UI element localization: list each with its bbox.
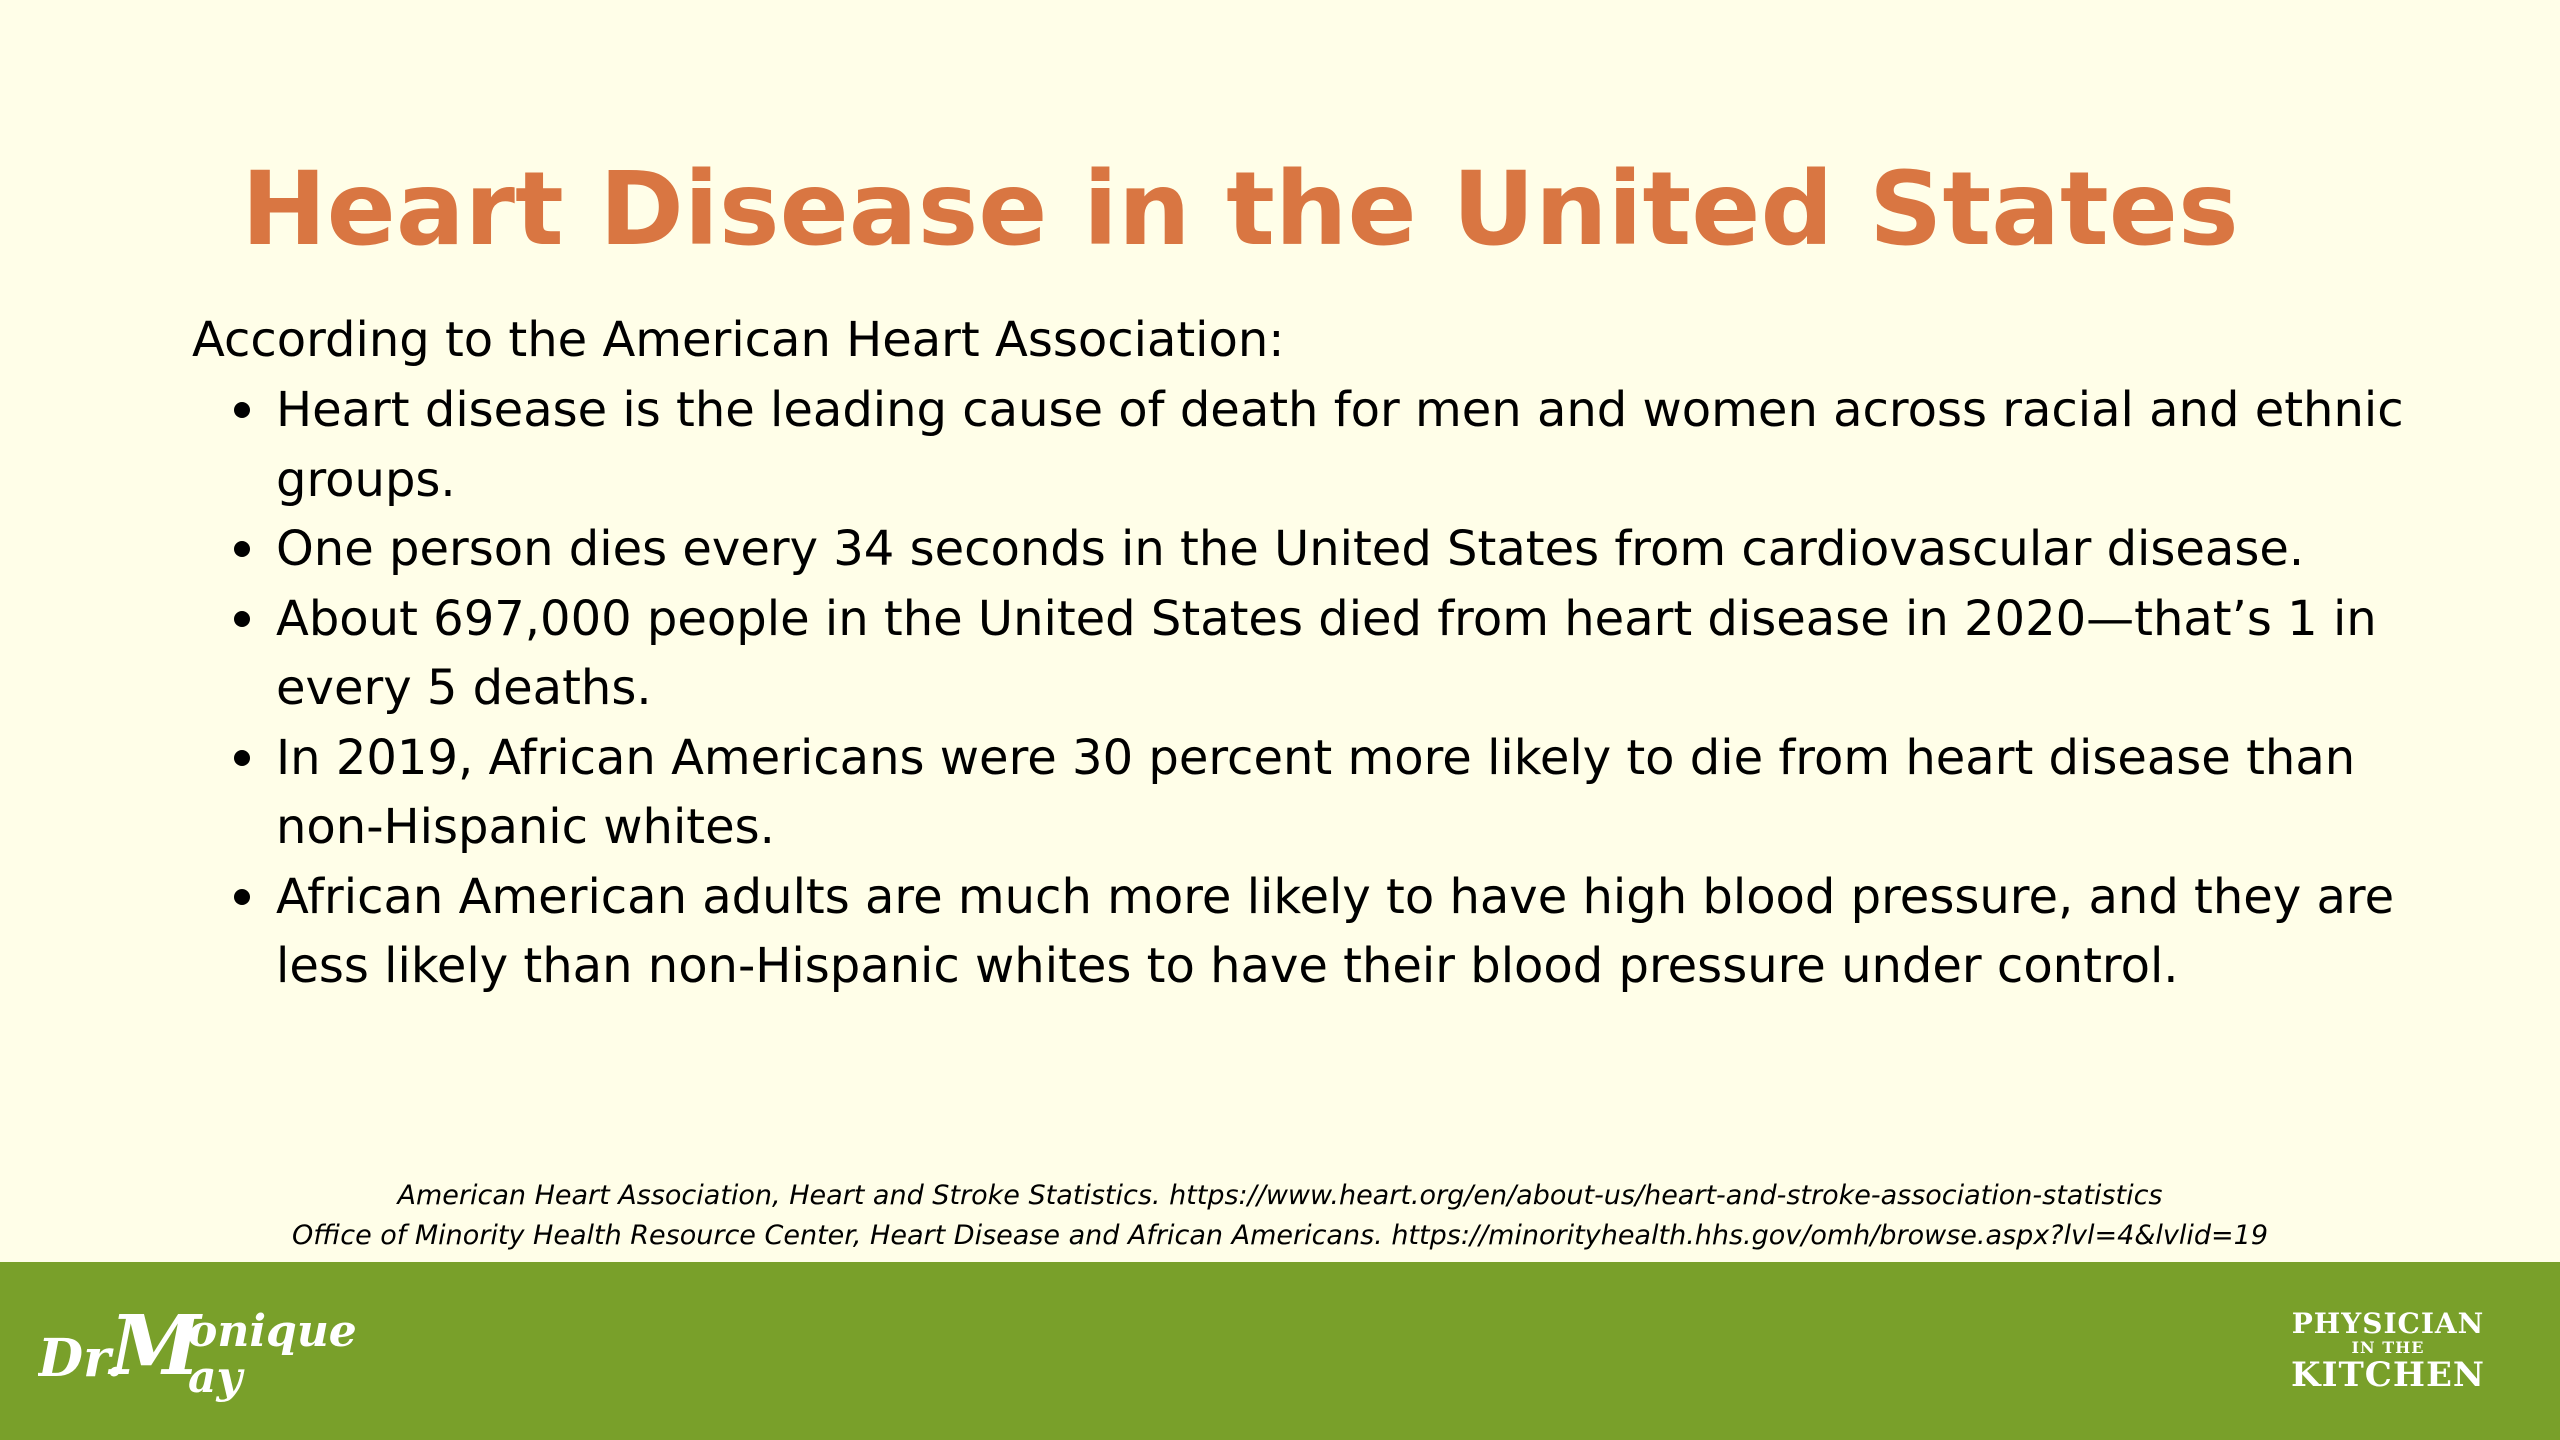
bullet-text: African American adults are much more li…	[276, 868, 2395, 995]
logo-line: PHYSICIAN	[2291, 1307, 2485, 1340]
physician-in-the-kitchen-logo: PHYSICIAN IN THE KITCHEN	[2288, 1307, 2488, 1395]
source-citation: Office of Minority Health Resource Cente…	[291, 1220, 2268, 1251]
bullet-text: In 2019, African Americans were 30 perce…	[276, 729, 2356, 856]
bullet-text: One person dies every 34 seconds in the …	[276, 521, 2305, 577]
svg-text:onique: onique	[188, 1306, 357, 1357]
svg-text:Dr.: Dr.	[38, 1328, 124, 1389]
bullet-text: About 697,000 people in the United State…	[276, 590, 2377, 717]
bullet-dot-icon	[234, 402, 250, 418]
bullet-dot-icon	[234, 888, 250, 905]
bullet-text: Heart disease is the leading cause of de…	[276, 382, 2404, 508]
dr-monique-may-logo: Dr. M onique ay	[38, 1306, 358, 1406]
bullet-dot-icon	[234, 610, 250, 627]
bullet-dot-icon	[234, 541, 250, 557]
bullet-item: African American adults are much more li…	[234, 863, 2426, 1002]
bullet-item: Heart disease is the leading cause of de…	[234, 376, 2426, 515]
logo-line: KITCHEN	[2291, 1355, 2485, 1395]
svg-text:ay: ay	[188, 1352, 246, 1403]
source-citation: American Heart Association, Heart and St…	[397, 1180, 2163, 1211]
sources-block: American Heart Association, Heart and St…	[0, 1176, 2560, 1256]
logo-line: IN THE	[2351, 1338, 2425, 1357]
footer-bar: Dr. M onique ay PHYSICIAN IN THE KITCHEN	[0, 1262, 2560, 1440]
slide-title: Heart Disease in the United States	[241, 150, 2239, 269]
bullet-dot-icon	[234, 749, 250, 766]
svg-text:M: M	[107, 1306, 203, 1394]
bullet-item: About 697,000 people in the United State…	[234, 585, 2426, 724]
dr-monique-may-logo-icon: Dr. M onique ay	[38, 1306, 357, 1403]
bullet-list: Heart disease is the leading cause of de…	[234, 376, 2426, 1002]
bullet-item: One person dies every 34 seconds in the …	[234, 515, 2426, 585]
bullet-item: In 2019, African Americans were 30 perce…	[234, 724, 2426, 863]
intro-text: According to the American Heart Associat…	[192, 312, 1285, 368]
